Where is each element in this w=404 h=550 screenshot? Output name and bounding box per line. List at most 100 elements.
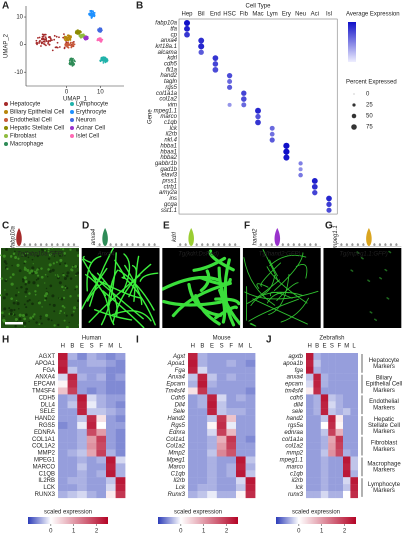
heatmap-cell	[306, 491, 314, 499]
heatmap-cell	[86, 401, 97, 409]
heatmap-cell	[96, 428, 107, 436]
heatmap-cell	[313, 415, 321, 423]
tissue-texture	[16, 287, 18, 289]
heatmap-cell	[350, 456, 358, 464]
tissue-texture	[62, 296, 66, 299]
column-label: Hep	[181, 12, 193, 18]
tissue-texture	[48, 269, 52, 273]
umap-cell	[72, 42, 75, 45]
image-label: Tg(hand2:GFP)	[259, 252, 301, 258]
heatmap-cell	[188, 477, 198, 485]
tissue-texture	[34, 290, 37, 293]
heatmap-cell	[350, 373, 358, 381]
heatmap-cell	[96, 449, 107, 457]
heatmap-cell	[226, 477, 237, 485]
tissue-texture	[44, 282, 46, 284]
heatmap-cell	[58, 422, 68, 430]
tissue-texture	[75, 285, 79, 288]
heatmap-cell	[115, 408, 126, 416]
heatmap-cell	[115, 373, 126, 381]
tissue-texture	[5, 248, 9, 252]
heatmap-cell	[320, 401, 329, 409]
heatmap-cell	[306, 359, 314, 367]
gene-label: Rgs5	[171, 423, 186, 429]
expression-dot	[198, 37, 205, 44]
tissue-texture	[44, 273, 47, 276]
tissue-texture	[26, 299, 29, 303]
heatmap-cell	[207, 394, 217, 402]
heatmap-cell	[328, 442, 336, 450]
heatmap-cell	[188, 373, 198, 381]
heatmap-cell	[197, 366, 208, 374]
umap-cell	[77, 32, 79, 35]
tissue-texture	[64, 255, 66, 257]
heatmap-cell	[335, 366, 344, 374]
column-label: M	[238, 344, 243, 350]
umap-cell	[92, 14, 94, 17]
panel-letter: B	[136, 1, 143, 12]
labeled-structure	[194, 294, 221, 326]
heatmap-cell	[245, 387, 256, 395]
tissue-texture	[8, 307, 11, 310]
heatmap-cell	[236, 387, 246, 395]
tissue-texture	[45, 313, 49, 317]
umap-cell	[67, 44, 69, 47]
umap-cell	[71, 64, 74, 67]
violin	[356, 243, 360, 246]
heatmap-cell	[207, 366, 217, 374]
heatmap-cell	[226, 401, 237, 409]
violin	[292, 243, 295, 246]
heatmap-cell	[188, 380, 198, 388]
labeled-structure	[379, 276, 383, 280]
tissue-texture	[31, 258, 34, 261]
violin	[274, 228, 281, 246]
heatmap-cell	[188, 387, 198, 395]
heatmap-cell	[216, 428, 227, 436]
gene-label: Agxt	[172, 354, 185, 360]
heatmap-cell	[226, 359, 237, 367]
tissue-texture	[52, 303, 56, 307]
heatmap-cell	[115, 463, 126, 471]
heatmap-cell	[236, 380, 246, 388]
tissue-texture	[54, 250, 57, 253]
labeled-structure	[88, 247, 115, 307]
umap-cell	[69, 60, 71, 62]
gene-label: cdh5	[164, 62, 178, 68]
heatmap-cell	[216, 359, 227, 367]
legend-swatch	[4, 142, 8, 146]
heatmap-cell	[328, 415, 336, 423]
gene-label: DLL4	[41, 402, 56, 408]
gene-label: epcam	[285, 382, 303, 388]
tissue-texture	[63, 312, 66, 314]
tissue-texture	[36, 274, 40, 277]
tissue-texture	[24, 325, 26, 328]
heatmap-cell	[77, 387, 87, 395]
heatmap-cell	[328, 470, 336, 478]
tissue-texture	[26, 269, 30, 272]
heatmap-cell	[188, 422, 198, 430]
heatmap-cell	[188, 491, 198, 499]
heatmap-cell	[328, 484, 336, 492]
legend-tick-label: 2	[343, 529, 347, 535]
heatmap-cell	[245, 484, 256, 492]
umap-cell	[85, 38, 88, 40]
labeled-structure	[128, 264, 138, 298]
tissue-texture	[45, 287, 48, 290]
umap-cell	[68, 34, 71, 37]
violin	[384, 243, 387, 246]
heatmap-cell	[115, 353, 126, 361]
column-label: E	[322, 344, 326, 350]
labeled-structure	[85, 273, 109, 310]
gene-label: LCK	[43, 485, 55, 491]
labeled-structure	[81, 267, 108, 310]
heatmap-cell	[67, 442, 78, 450]
heatmap-cell	[343, 477, 351, 485]
heatmap-cell	[58, 428, 68, 436]
heatmap-cell	[313, 449, 321, 457]
heatmap-cell	[86, 470, 97, 478]
heatmap-cell	[306, 422, 314, 430]
column-label: Bil	[198, 12, 205, 18]
tissue-texture	[57, 275, 60, 278]
gene-label: ins	[169, 196, 177, 202]
tissue-texture	[76, 271, 80, 275]
